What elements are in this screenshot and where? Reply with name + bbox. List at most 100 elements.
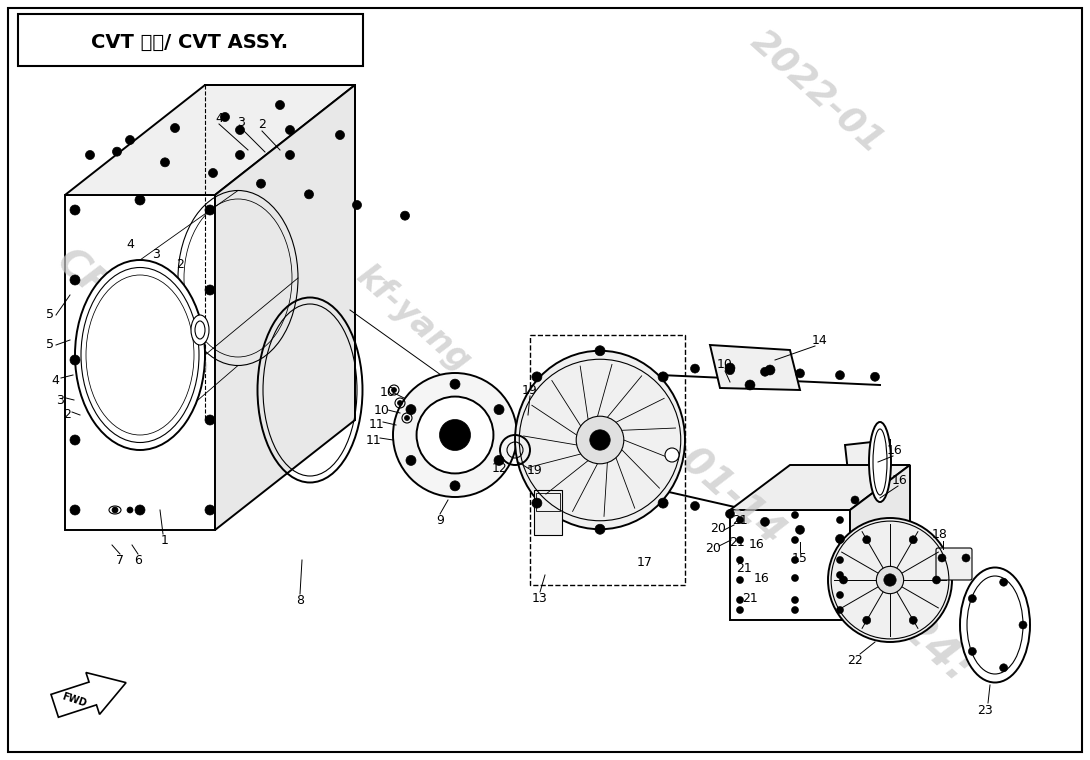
Circle shape <box>690 502 700 511</box>
Circle shape <box>791 606 799 613</box>
Circle shape <box>494 455 504 465</box>
Circle shape <box>836 537 844 543</box>
Circle shape <box>726 509 735 518</box>
Circle shape <box>205 505 215 515</box>
Circle shape <box>135 505 145 515</box>
Text: 10: 10 <box>717 359 732 372</box>
Ellipse shape <box>665 448 679 462</box>
Circle shape <box>765 365 775 375</box>
Circle shape <box>737 537 743 543</box>
Circle shape <box>836 606 844 613</box>
Circle shape <box>737 606 743 613</box>
Polygon shape <box>850 465 910 620</box>
Circle shape <box>398 401 402 406</box>
Circle shape <box>70 435 80 445</box>
Text: 11: 11 <box>366 433 381 447</box>
Circle shape <box>405 404 416 415</box>
Circle shape <box>220 112 230 122</box>
Bar <box>534 490 562 535</box>
Text: 11: 11 <box>370 417 385 430</box>
Circle shape <box>405 455 416 465</box>
Polygon shape <box>730 510 850 620</box>
Text: 2022-01-14: 2022-01-14 <box>582 359 791 553</box>
Text: 20: 20 <box>710 521 726 534</box>
Circle shape <box>256 179 266 188</box>
Text: 15: 15 <box>792 552 808 565</box>
Circle shape <box>304 190 314 199</box>
Bar <box>19 14 363 66</box>
Text: 12: 12 <box>492 461 508 474</box>
Text: 21: 21 <box>742 591 758 604</box>
Text: 16: 16 <box>749 539 765 552</box>
Circle shape <box>416 397 494 473</box>
Bar <box>536 493 560 511</box>
Circle shape <box>70 505 80 515</box>
Circle shape <box>737 597 743 603</box>
Circle shape <box>205 415 215 425</box>
Circle shape <box>836 517 844 524</box>
Circle shape <box>791 511 799 518</box>
Circle shape <box>791 597 799 603</box>
Circle shape <box>933 576 941 584</box>
Circle shape <box>160 158 170 167</box>
Circle shape <box>1000 578 1007 586</box>
Text: 13: 13 <box>532 591 548 604</box>
Circle shape <box>1000 663 1007 672</box>
Circle shape <box>839 576 848 584</box>
Circle shape <box>737 517 743 524</box>
Text: 22: 22 <box>847 654 863 667</box>
Text: 5: 5 <box>46 309 54 321</box>
Circle shape <box>791 556 799 563</box>
Circle shape <box>70 275 80 285</box>
Circle shape <box>235 125 244 135</box>
Circle shape <box>125 135 134 144</box>
Text: 2: 2 <box>63 409 71 422</box>
Ellipse shape <box>191 315 209 345</box>
Text: 1: 1 <box>161 534 169 546</box>
Polygon shape <box>215 85 355 530</box>
Circle shape <box>590 430 610 450</box>
Circle shape <box>286 150 294 160</box>
Circle shape <box>725 363 735 373</box>
Circle shape <box>439 420 471 451</box>
Circle shape <box>726 366 735 375</box>
Text: 3: 3 <box>56 394 64 407</box>
Polygon shape <box>730 465 910 510</box>
Text: 3: 3 <box>237 116 245 128</box>
Text: 14: 14 <box>812 334 828 347</box>
Circle shape <box>494 404 504 415</box>
Text: 8: 8 <box>296 594 304 606</box>
Circle shape <box>863 616 871 624</box>
Circle shape <box>577 416 623 464</box>
Circle shape <box>450 481 460 491</box>
Circle shape <box>170 123 180 132</box>
Circle shape <box>863 536 871 543</box>
Ellipse shape <box>514 351 685 529</box>
Text: 2: 2 <box>177 258 184 271</box>
Circle shape <box>352 201 362 210</box>
Circle shape <box>404 416 410 420</box>
Circle shape <box>205 285 215 295</box>
Circle shape <box>400 211 410 220</box>
Circle shape <box>744 380 755 390</box>
Circle shape <box>871 372 880 382</box>
Circle shape <box>836 572 844 578</box>
Polygon shape <box>65 85 355 195</box>
Bar <box>530 335 685 585</box>
Circle shape <box>208 169 218 178</box>
Text: 21: 21 <box>732 514 748 527</box>
Circle shape <box>876 566 904 594</box>
Ellipse shape <box>869 422 891 502</box>
Text: 4: 4 <box>126 239 134 252</box>
Text: 20: 20 <box>705 541 720 555</box>
Circle shape <box>135 195 145 205</box>
Text: 10: 10 <box>374 404 390 416</box>
Circle shape <box>595 346 605 356</box>
Circle shape <box>532 498 542 508</box>
FancyBboxPatch shape <box>936 548 972 580</box>
Circle shape <box>791 575 799 581</box>
Ellipse shape <box>960 568 1030 682</box>
Text: 5: 5 <box>46 338 54 351</box>
Text: 16: 16 <box>892 473 908 486</box>
Circle shape <box>205 205 215 215</box>
